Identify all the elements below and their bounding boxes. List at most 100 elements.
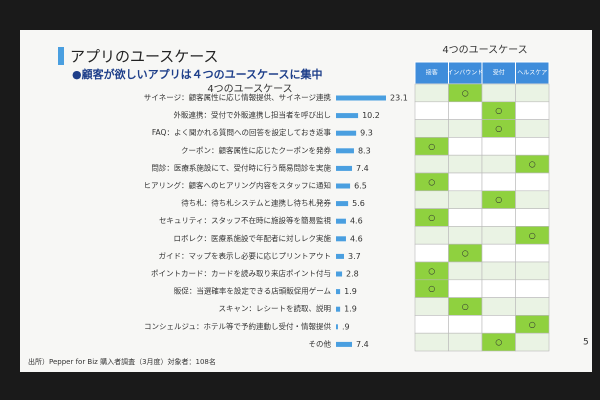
- value-label: 5.6: [352, 199, 365, 208]
- matrix-cell: [481, 172, 516, 192]
- matrix-cell: [414, 83, 449, 103]
- matrix-header: 接客: [426, 69, 438, 77]
- matrix-cell: [481, 208, 516, 227]
- category-label: 問診：医療系施設にて、受付時に行う簡易問診を実施: [151, 162, 331, 172]
- matrix-cell: [481, 83, 516, 103]
- category-label: コンシェルジュ：ホテル等で予約連動し受付・情報提供: [144, 321, 331, 331]
- bar: [336, 341, 353, 347]
- bar: [336, 95, 386, 101]
- matrix-cell: [515, 172, 550, 192]
- source-note: 出所）Pepper for Biz 購入者調査（3月度）対象者：108名: [28, 357, 216, 366]
- matrix-cell: [481, 243, 516, 263]
- matrix-cell: [481, 137, 516, 156]
- value-label: 3.7: [348, 252, 361, 261]
- plot: サイネージ：顧客属性に応じ情報提供、サイネージ連携 23.1 外販連携：受付で外販連…: [144, 61, 550, 352]
- matrix-mark: ○: [529, 320, 536, 329]
- matrix-cell: [414, 243, 449, 263]
- bar: [336, 236, 346, 242]
- matrix-cell: [481, 315, 516, 334]
- value-label: 9.3: [360, 129, 373, 138]
- matrix-mark: ○: [462, 88, 469, 97]
- matrix-cell: [448, 172, 483, 192]
- matrix-cell: [448, 261, 483, 281]
- value-label: .9: [342, 322, 350, 331]
- matrix-mark: ○: [495, 124, 502, 133]
- matrix-mark: ○: [428, 177, 435, 186]
- category-label: ガイド：マップを表示し必要に応じプリントアウト: [159, 250, 332, 260]
- bar: [336, 253, 345, 259]
- matrix-cell: [481, 297, 516, 316]
- matrix-cell: [448, 137, 483, 156]
- matrix-header: 受付: [493, 69, 505, 77]
- matrix-cell: [515, 101, 550, 120]
- category-label: スキャン：レシートを読取、説明: [219, 303, 332, 313]
- bar: [336, 289, 341, 295]
- slide-title: アプリのユースケース: [70, 48, 219, 66]
- matrix-mark: ○: [428, 142, 435, 151]
- matrix-cell: [448, 226, 483, 245]
- value-label: 1.9: [344, 305, 357, 314]
- category-label: FAQ：よく聞かれる質問への回答を設定しておき返事: [152, 127, 332, 137]
- value-label: 6.5: [354, 182, 367, 191]
- matrix-cell: [448, 279, 483, 298]
- value-label: 2.8: [346, 270, 359, 279]
- bar: [336, 324, 338, 330]
- matrix-cell: [414, 190, 449, 209]
- matrix-cell: [448, 315, 483, 334]
- matrix-cell: [414, 226, 449, 245]
- matrix-cell: [448, 101, 483, 120]
- matrix-mark: ○: [495, 338, 502, 347]
- matrix-cell: [448, 119, 483, 138]
- value-label: 8.3: [358, 146, 371, 155]
- bar: [336, 183, 351, 189]
- bar: [336, 306, 341, 312]
- matrix-mark: ○: [428, 266, 435, 275]
- matrix-mark: ○: [529, 231, 536, 240]
- category-label: 外販連携：受付で外販連携し担当者を呼び出し: [174, 110, 332, 120]
- matrix-header: ヘルスケア: [517, 70, 547, 77]
- matrix-mark: ○: [462, 249, 469, 258]
- matrix-mark: ○: [428, 284, 435, 293]
- matrix-cell: [481, 261, 516, 281]
- bar: [336, 148, 354, 154]
- value-label: 10.2: [362, 111, 380, 120]
- category-label: 待ち札：待ち札システムと連携し待ち札発券: [181, 198, 331, 208]
- category-label: クーポン：顧客属性に応じたクーポンを発券: [181, 145, 331, 155]
- matrix-mark: ○: [428, 213, 435, 222]
- matrix-cell: [515, 332, 550, 352]
- matrix-cell: [515, 243, 550, 263]
- matrix-cell: [515, 208, 550, 227]
- matrix-cell: [515, 279, 550, 298]
- value-label: 7.4: [356, 164, 369, 173]
- bar: [336, 201, 349, 207]
- matrix-cell: [414, 119, 449, 138]
- matrix-cell: [515, 83, 550, 103]
- category-label: ヒアリング：顧客へのヒアリング内容をスタッフに通知: [144, 180, 332, 190]
- title-accent: [58, 47, 64, 65]
- matrix-cell: [481, 279, 516, 298]
- matrix-cell: [481, 154, 516, 174]
- value-label: 4.6: [350, 234, 363, 243]
- matrix-cell: [414, 101, 449, 120]
- chart-title: 4つのユースケース: [207, 83, 292, 95]
- category-label: ロボレク：医療系施設で年配者に対しレク実施: [174, 233, 332, 243]
- matrix-cell: [448, 190, 483, 209]
- bar: [336, 271, 343, 277]
- matrix-cell: [515, 190, 550, 209]
- matrix-mark: ○: [529, 160, 536, 169]
- value-label: 7.4: [356, 340, 369, 349]
- slide-subtitle: ●顧客が欲しいアプリは４つのユースケースに集中: [72, 67, 323, 81]
- matrix-cell: [414, 154, 449, 174]
- bar: [336, 113, 359, 119]
- matrix-cell: [448, 154, 483, 174]
- matrix-cell: [481, 226, 516, 245]
- category-label: その他: [309, 338, 332, 348]
- matrix-cell: [448, 208, 483, 227]
- matrix-mark: ○: [495, 195, 502, 204]
- matrix-cell: [515, 119, 550, 138]
- matrix-cell: [448, 332, 483, 352]
- bar: [336, 165, 353, 171]
- matrix-mark: ○: [462, 302, 469, 311]
- page-number: 5: [583, 338, 589, 348]
